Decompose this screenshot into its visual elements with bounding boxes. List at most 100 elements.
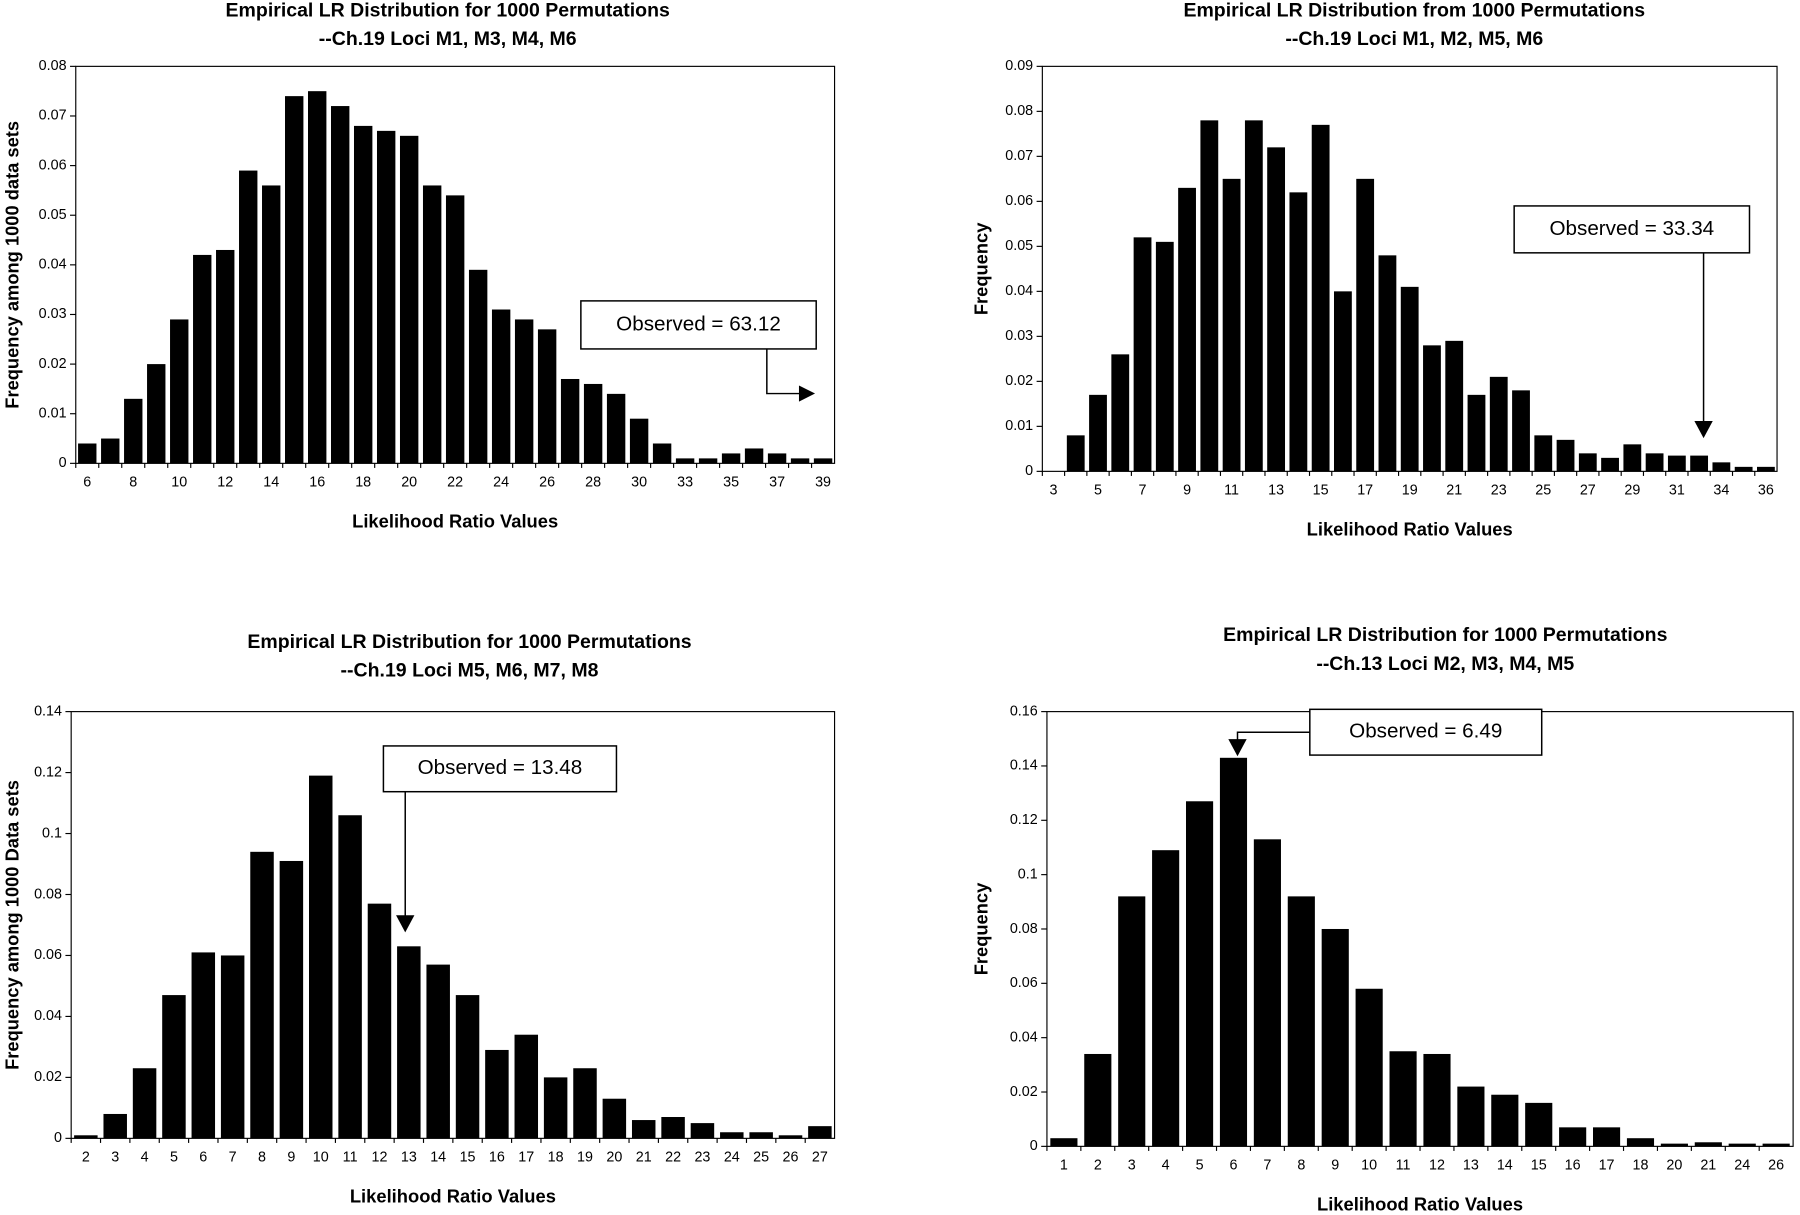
y-tick-label: 0.03	[1005, 328, 1033, 344]
bar	[1734, 466, 1753, 472]
x-tick-label: 14	[263, 475, 279, 491]
bar	[1559, 1127, 1587, 1147]
annotation-arrow	[1236, 731, 1310, 744]
bar	[193, 254, 212, 464]
bar	[1178, 187, 1196, 472]
y-tick-label: 0.01	[39, 406, 67, 422]
chart-title: Empirical LR Distribution for 1000 Permu…	[1223, 624, 1667, 646]
x-tick-label: 37	[769, 475, 785, 491]
bar	[1400, 286, 1419, 472]
x-tick-label: 17	[518, 1150, 534, 1166]
bar	[285, 96, 304, 464]
bar	[367, 903, 392, 1139]
y-tick-label: 0.06	[1005, 193, 1033, 209]
y-tick-label: 0.04	[1005, 283, 1033, 299]
bar	[606, 393, 626, 464]
x-tick-label: 24	[493, 475, 509, 491]
x-tick-label: 8	[129, 475, 137, 491]
bar	[514, 1034, 539, 1139]
x-tick-label: 27	[1580, 483, 1596, 499]
bar	[330, 106, 350, 464]
x-tick-label: 4	[1162, 1158, 1170, 1174]
x-tick-label: 29	[1624, 483, 1640, 499]
x-tick-label: 6	[199, 1150, 207, 1166]
bar	[1244, 120, 1263, 472]
x-tick-label: 9	[287, 1150, 295, 1166]
bar	[1578, 453, 1597, 472]
bar	[1118, 896, 1146, 1147]
y-tick-label: 0.07	[39, 108, 67, 124]
x-tick-label: 2	[82, 1150, 90, 1166]
bar	[399, 135, 419, 464]
y-tick-label: 0.03	[39, 306, 67, 322]
x-tick-label: 15	[460, 1150, 476, 1166]
x-tick-label: 6	[1229, 1158, 1237, 1174]
bar	[1556, 439, 1575, 472]
bar	[767, 453, 787, 464]
bar	[749, 1132, 773, 1139]
y-tick-label: 0.05	[39, 207, 67, 223]
x-axis-title: Likelihood Ratio Values	[1307, 519, 1513, 540]
x-tick-label: 11	[1224, 483, 1239, 499]
bar	[744, 448, 764, 464]
x-tick-label: 25	[1535, 483, 1551, 499]
chart-subtitle: --Ch.13 Loci M2, M3, M4, M5	[1316, 653, 1574, 675]
y-tick-label: 0.06	[1010, 975, 1038, 991]
bar	[1626, 1138, 1655, 1147]
y-tick-label: 0.04	[34, 1008, 62, 1024]
bar	[308, 775, 333, 1139]
arrow-head	[798, 385, 816, 402]
y-tick-label: 0	[1030, 1138, 1038, 1154]
y-tick-label: 0.08	[1010, 921, 1038, 937]
y-tick-label: 0.1	[42, 825, 62, 841]
y-tick-label: 0.12	[1010, 812, 1038, 828]
x-tick-label: 36	[1758, 483, 1774, 499]
y-tick-label: 0.16	[1010, 703, 1038, 719]
x-tick-label: 4	[141, 1150, 149, 1166]
bar	[308, 91, 327, 464]
x-tick-label: 9	[1331, 1158, 1339, 1174]
bar	[262, 185, 281, 464]
annotation: Observed = 63.12	[616, 312, 781, 335]
x-tick-label: 17	[1357, 483, 1373, 499]
x-tick-label: 21	[1446, 483, 1462, 499]
bar	[468, 269, 488, 464]
x-tick-label: 15	[1531, 1158, 1547, 1174]
bar	[720, 1132, 744, 1139]
bar	[1133, 237, 1152, 472]
y-tick-label: 0.08	[1005, 103, 1033, 119]
annotation-box	[382, 745, 618, 793]
chart-title: Empirical LR Distribution for 1000 Permu…	[247, 631, 691, 653]
bar	[101, 438, 120, 464]
bar	[1491, 1094, 1519, 1147]
y-tick-label: 0	[54, 1130, 62, 1146]
x-tick-label: 17	[1599, 1158, 1615, 1174]
y-tick-label: 0.06	[39, 157, 67, 173]
x-tick-label: 39	[815, 475, 831, 491]
bar	[1593, 1127, 1621, 1147]
bar	[250, 851, 274, 1139]
bar	[1185, 801, 1214, 1147]
x-tick-label: 21	[636, 1150, 652, 1166]
y-tick-label: 0.08	[39, 58, 67, 74]
x-tick-label: 35	[723, 475, 739, 491]
y-tick-label: 0.1	[1018, 866, 1038, 882]
bar	[376, 130, 396, 464]
x-tick-label: 18	[1633, 1158, 1649, 1174]
x-tick-label: 20	[606, 1150, 622, 1166]
bar	[103, 1113, 127, 1139]
plot-area	[70, 711, 836, 1139]
bar	[1534, 435, 1553, 472]
x-tick-label: 13	[1268, 483, 1284, 499]
x-tick-label: 19	[1402, 483, 1418, 499]
y-tick-label: 0.14	[34, 703, 62, 719]
y-tick-label: 0.04	[39, 257, 67, 273]
bar	[778, 1135, 803, 1139]
chart-subtitle: --Ch.19 Loci M1, M3, M4, M6	[319, 28, 577, 50]
arrow-head	[1694, 421, 1713, 439]
x-tick-label: 15	[1313, 483, 1329, 499]
bar	[1423, 1053, 1451, 1147]
y-tick-label: 0.02	[39, 356, 67, 372]
x-tick-label: 8	[1297, 1158, 1305, 1174]
y-tick-label: 0.02	[1010, 1084, 1038, 1100]
